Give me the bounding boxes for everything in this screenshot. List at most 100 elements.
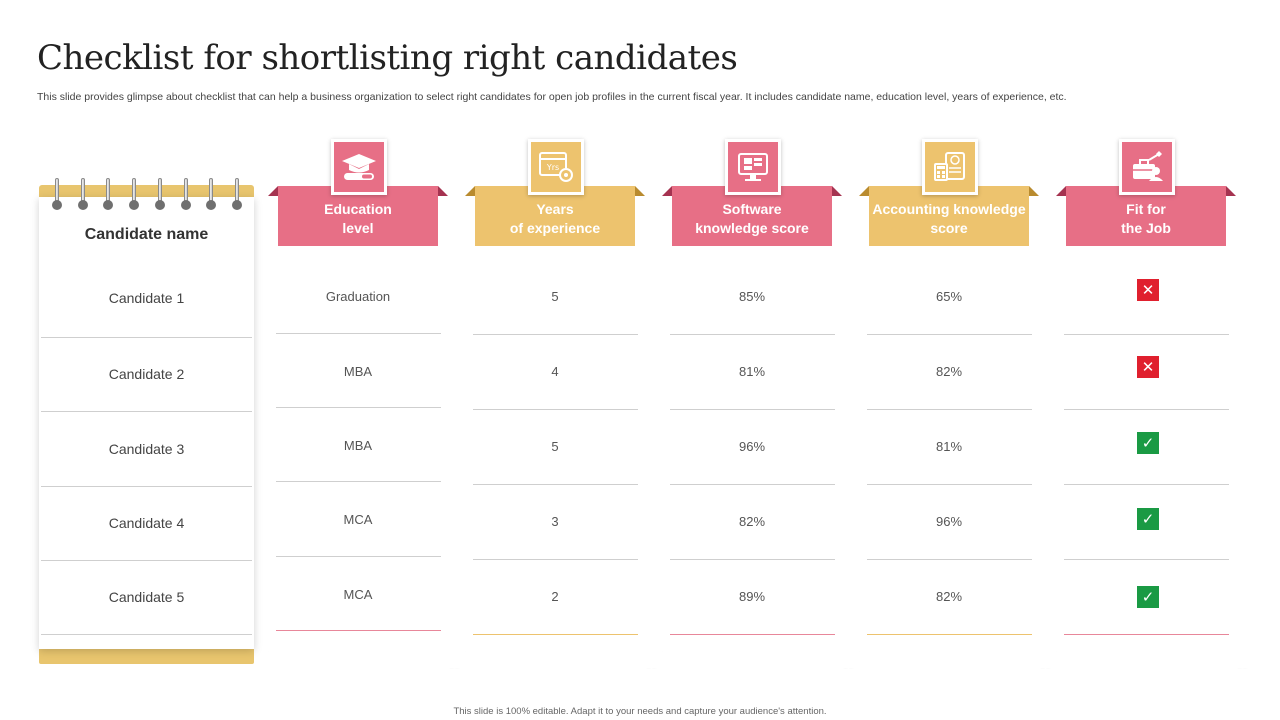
job-fit-briefcase-icon: [1119, 139, 1175, 195]
divider: [1064, 484, 1229, 485]
accept-icon: ✓: [1137, 586, 1159, 608]
header-line: of experience: [509, 220, 601, 236]
divider: [276, 630, 441, 631]
education-card: [268, 197, 460, 669]
divider: [1064, 634, 1229, 635]
accounting-score-value: 65%: [935, 289, 963, 304]
experience-value: 4: [551, 364, 559, 379]
divider: [867, 484, 1032, 485]
header-line: Software: [722, 201, 782, 217]
experience-value: 5: [551, 289, 559, 304]
divider: [867, 559, 1032, 560]
education-value: MBA: [343, 438, 373, 453]
divider: [473, 634, 638, 635]
accounting-score-value: 82%: [935, 364, 963, 379]
ring-icon: [180, 178, 191, 212]
divider: [41, 486, 252, 487]
experience-value: 2: [551, 589, 559, 604]
header-line: Fit for: [1126, 201, 1166, 217]
notebook-top-binding: [39, 185, 254, 199]
experience-header: Years of experience: [465, 186, 645, 246]
ring-icon: [231, 178, 242, 212]
education-value: Graduation: [325, 289, 391, 304]
software-header: Software knowledge score: [662, 186, 842, 246]
divider: [473, 409, 638, 410]
notebook-rings: [52, 178, 242, 212]
divider: [276, 407, 441, 408]
candidate-name: Candidate 3: [108, 441, 185, 457]
accounting-score-value: 82%: [935, 589, 963, 604]
divider: [867, 634, 1032, 635]
header-line: level: [342, 220, 374, 236]
experience-card: [465, 197, 657, 669]
divider: [670, 559, 835, 560]
software-monitor-icon: [725, 139, 781, 195]
header-line: Education: [324, 201, 392, 217]
accounting-card: [859, 197, 1051, 669]
header-line: knowledge score: [695, 220, 809, 236]
header-line: the Job: [1121, 220, 1171, 236]
ring-icon: [129, 178, 140, 212]
divider: [670, 409, 835, 410]
divider: [473, 559, 638, 560]
experience-value: 5: [551, 439, 559, 454]
fit-header: Fit for the Job: [1056, 186, 1236, 246]
education-value: MBA: [343, 364, 373, 379]
divider: [1064, 409, 1229, 410]
divider: [41, 634, 252, 635]
accept-icon: ✓: [1137, 508, 1159, 530]
accounting-header: Accounting knowledge score: [859, 186, 1039, 246]
divider: [473, 484, 638, 485]
accounting-score-value: 96%: [935, 514, 963, 529]
ring-icon: [77, 178, 88, 212]
candidate-name: Candidate 4: [108, 515, 185, 531]
divider: [276, 481, 441, 482]
software-score-value: 85%: [738, 289, 766, 304]
reject-icon: ✕: [1137, 356, 1159, 378]
education-value: MCA: [343, 512, 373, 527]
ring-icon: [206, 178, 217, 212]
divider: [867, 334, 1032, 335]
header-line: Years: [536, 201, 574, 217]
divider: [670, 334, 835, 335]
candidate-notebook: [39, 197, 254, 649]
divider: [670, 484, 835, 485]
education-value: MCA: [343, 587, 373, 602]
candidate-name-header: Candidate name: [84, 226, 209, 243]
header-line: score: [930, 220, 968, 236]
software-score-value: 82%: [738, 514, 766, 529]
education-header: Education level: [268, 186, 448, 246]
ring-icon: [154, 178, 165, 212]
software-score-value: 96%: [738, 439, 766, 454]
slide-subtitle: This slide provides glimpse about checkl…: [37, 91, 1067, 103]
accounting-calculator-icon: [922, 139, 978, 195]
header-line: Accounting knowledge: [872, 201, 1026, 217]
software-score-value: 89%: [738, 589, 766, 604]
divider: [41, 411, 252, 412]
candidate-name: Candidate 5: [108, 589, 185, 605]
graduation-cap-icon: [331, 139, 387, 195]
slide-title: Checklist for shortlisting right candida…: [37, 38, 738, 78]
divider: [473, 334, 638, 335]
divider: [276, 556, 441, 557]
ring-icon: [52, 178, 62, 212]
software-card: [662, 197, 854, 669]
years-icon-text: Yrs: [546, 163, 559, 172]
divider: [276, 333, 441, 334]
accounting-score-value: 81%: [935, 439, 963, 454]
reject-icon: ✕: [1137, 279, 1159, 301]
accept-icon: ✓: [1137, 432, 1159, 454]
divider: [41, 560, 252, 561]
divider: [41, 337, 252, 338]
software-score-value: 81%: [738, 364, 766, 379]
candidate-name: Candidate 2: [108, 366, 185, 382]
experience-value: 3: [551, 514, 559, 529]
candidate-name: Candidate 1: [108, 290, 185, 306]
divider: [867, 409, 1032, 410]
ring-icon: [103, 178, 114, 212]
slide-footer: This slide is 100% editable. Adapt it to…: [453, 706, 827, 717]
divider: [1064, 334, 1229, 335]
calendar-years-icon: Yrs: [528, 139, 584, 195]
divider: [1064, 559, 1229, 560]
divider: [670, 634, 835, 635]
